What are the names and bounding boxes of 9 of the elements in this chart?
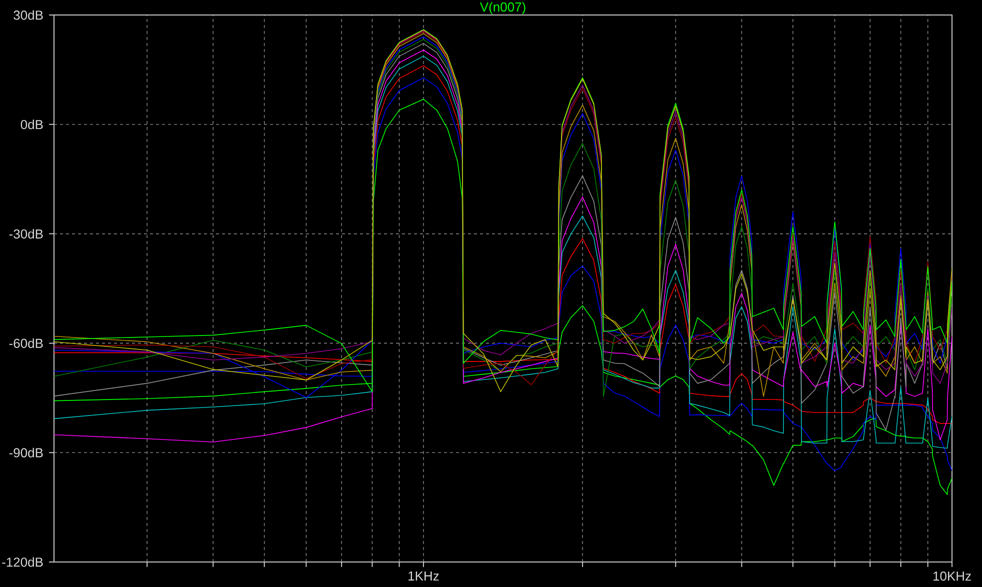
y-tick-label: -120dB [2, 557, 43, 567]
y-tick-label: -90dB [9, 448, 43, 458]
y-tick-label: 30dB [14, 10, 43, 20]
y-tick-label: 0dB [20, 120, 43, 130]
y-tick-label: -60dB [9, 338, 43, 348]
chart-title: V(n007) [480, 2, 526, 14]
y-tick-label: -30dB [9, 229, 43, 239]
x-tick-label: 10KHz [933, 572, 971, 581]
x-tick-label: 1KHz [408, 572, 439, 580]
